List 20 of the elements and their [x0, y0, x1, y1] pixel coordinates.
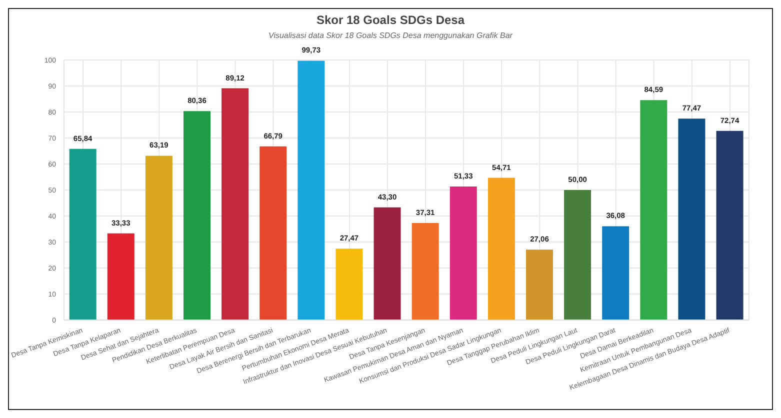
- bar: [298, 60, 325, 320]
- bar: [336, 248, 363, 320]
- bar: [374, 207, 401, 320]
- chart-subtitle: Visualisasi data Skor 18 Goals SDGs Desa menggunakan Grafik Bar: [268, 31, 514, 40]
- bar: [564, 190, 592, 320]
- bar: [602, 226, 630, 320]
- bar: [412, 222, 439, 320]
- bar: [450, 186, 477, 320]
- bar: [678, 118, 706, 320]
- chart-title: Skor 18 Goals SDGs Desa: [315, 13, 466, 27]
- bar: [69, 148, 96, 320]
- bar: [640, 100, 668, 320]
- bar: [145, 156, 172, 320]
- bar: [526, 250, 553, 320]
- bar: [488, 178, 515, 320]
- bar: [222, 88, 249, 320]
- bar: [183, 111, 210, 320]
- bar: [716, 130, 744, 320]
- bar: [107, 233, 134, 320]
- bar: [260, 146, 287, 320]
